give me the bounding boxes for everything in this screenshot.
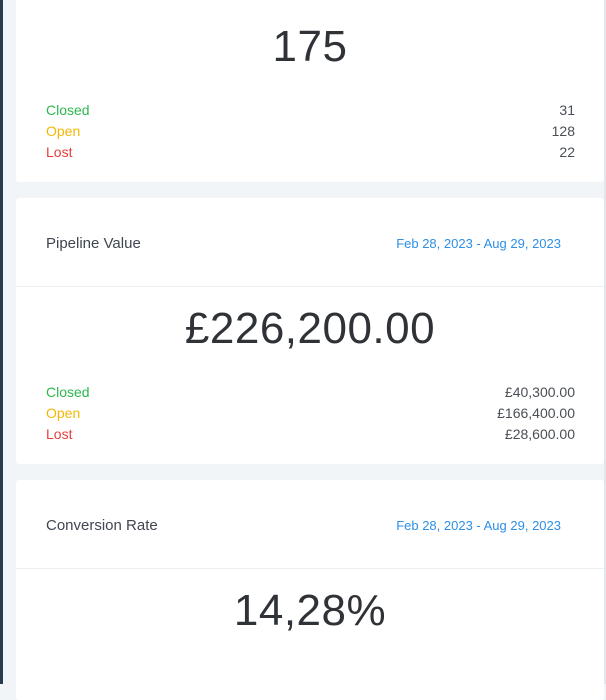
pipeline-stat-open: Open £166,400.00 xyxy=(46,405,575,425)
pipeline-stat-closed: Closed £40,300.00 xyxy=(46,384,575,404)
deals-total-value: 175 xyxy=(272,22,348,71)
pipeline-card-header: Pipeline Value Feb 28, 2023 - Aug 29, 20… xyxy=(16,198,604,287)
stat-label-closed: Closed xyxy=(46,102,90,118)
pipeline-stat-lost: Lost £28,600.00 xyxy=(46,426,575,446)
stat-value-open: £166,400.00 xyxy=(497,405,575,421)
stat-label-open: Open xyxy=(46,405,81,421)
stat-value-lost: £28,600.00 xyxy=(504,426,575,442)
deals-stat-closed: Closed 31 xyxy=(46,102,575,122)
conversion-card-title: Conversion Rate xyxy=(46,517,158,534)
deals-stat-lost: Lost 22 xyxy=(46,144,575,164)
conversion-rate-card: Conversion Rate Feb 28, 2023 - Aug 29, 2… xyxy=(16,480,604,700)
stat-label-closed: Closed xyxy=(46,384,90,400)
pipeline-value-card: Pipeline Value Feb 28, 2023 - Aug 29, 20… xyxy=(16,198,604,464)
pipeline-card-title: Pipeline Value xyxy=(46,235,141,252)
conversion-card-header: Conversion Rate Feb 28, 2023 - Aug 29, 2… xyxy=(16,480,604,569)
stat-label-lost: Lost xyxy=(46,144,73,160)
sidebar-edge xyxy=(0,0,3,684)
stat-value-open: 128 xyxy=(551,123,575,139)
stat-value-closed: £40,300.00 xyxy=(504,384,575,400)
scrollbar-track[interactable] xyxy=(604,0,606,684)
stat-value-closed: 31 xyxy=(559,102,575,118)
conversion-rate-value: 14,28% xyxy=(233,586,387,635)
stat-label-lost: Lost xyxy=(46,426,73,442)
deals-stat-open: Open 128 xyxy=(46,123,575,143)
stat-value-lost: 22 xyxy=(559,144,575,160)
pipeline-total-value: £226,200.00 xyxy=(184,304,436,353)
conversion-date-range[interactable]: Feb 28, 2023 - Aug 29, 2023 xyxy=(396,518,561,533)
stat-label-open: Open xyxy=(46,123,81,139)
pipeline-date-range[interactable]: Feb 28, 2023 - Aug 29, 2023 xyxy=(396,236,561,251)
deals-count-card: 175 Closed 31 Open 128 Lost 22 xyxy=(16,0,604,182)
